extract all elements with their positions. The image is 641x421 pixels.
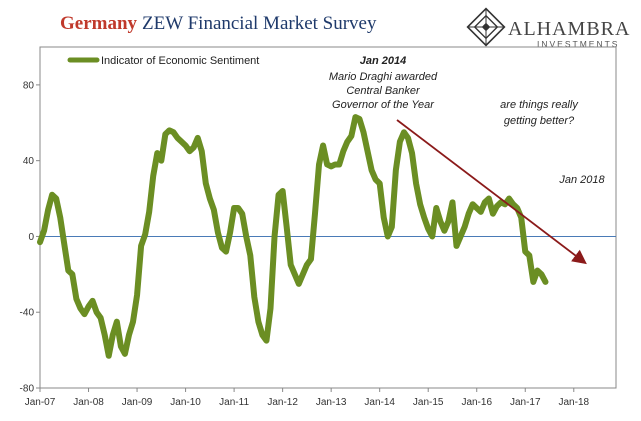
- annotation-question-line: are things really: [500, 99, 579, 111]
- annotation-draghi-line: Governor of the Year: [332, 99, 435, 111]
- alhambra-logo: ALHAMBRA INVESTMENTS: [466, 7, 630, 49]
- annotation-draghi-line: Mario Draghi awarded: [329, 71, 438, 83]
- x-tick-label: Jan-15: [413, 397, 444, 408]
- chart-title: Germany ZEW Financial Market Survey: [60, 13, 377, 34]
- logo-subtitle: INVESTMENTS: [537, 39, 619, 49]
- series-line-economic-sentiment: [37, 114, 549, 359]
- annotation-draghi-date: Jan 2014: [360, 55, 406, 67]
- title-highlight: Germany: [60, 13, 138, 34]
- y-tick-label: 80: [23, 80, 35, 91]
- y-axis: 80 40 0 -40 -80: [20, 80, 40, 395]
- title-rest: ZEW Financial Market Survey: [142, 13, 377, 34]
- annotation-jan-2018: Jan 2018: [558, 174, 605, 186]
- x-axis: Jan-07 Jan-08 Jan-09 Jan-10 Jan-11 Jan-12 Jan-…: [25, 388, 590, 408]
- y-tick-label: 40: [23, 156, 35, 167]
- trend-arrow: [396, 119, 587, 265]
- plot-frame: [39, 46, 617, 389]
- x-tick-label: Jan-17: [510, 397, 541, 408]
- x-tick-label: Jan-14: [364, 397, 395, 408]
- x-tick-label: Jan-09: [122, 397, 153, 408]
- x-tick-label: Jan-08: [73, 397, 104, 408]
- x-tick-label: Jan-12: [267, 397, 298, 408]
- annotation-draghi-line: Central Banker: [346, 85, 421, 97]
- x-tick-label: Jan-16: [461, 397, 492, 408]
- annotation-question: are things really getting better?: [500, 99, 579, 127]
- annotation-question-line: getting better?: [504, 115, 575, 127]
- annotation-draghi: Jan 2014 Mario Draghi awarded Central Ba…: [329, 55, 438, 111]
- y-tick-label: -80: [20, 384, 35, 395]
- y-tick-label: 0: [28, 232, 34, 243]
- logo-name: ALHAMBRA: [508, 18, 630, 40]
- lattice-icon: [466, 7, 506, 47]
- x-tick-label: Jan-10: [170, 397, 201, 408]
- x-tick-label: Jan-07: [25, 397, 56, 408]
- legend: Indicator of Economic Sentiment: [67, 55, 259, 67]
- x-tick-label: Jan-13: [316, 397, 347, 408]
- y-tick-label: -40: [20, 308, 35, 319]
- x-tick-label: Jan-18: [558, 397, 589, 408]
- x-tick-label: Jan-11: [219, 397, 249, 408]
- legend-label: Indicator of Economic Sentiment: [101, 55, 259, 67]
